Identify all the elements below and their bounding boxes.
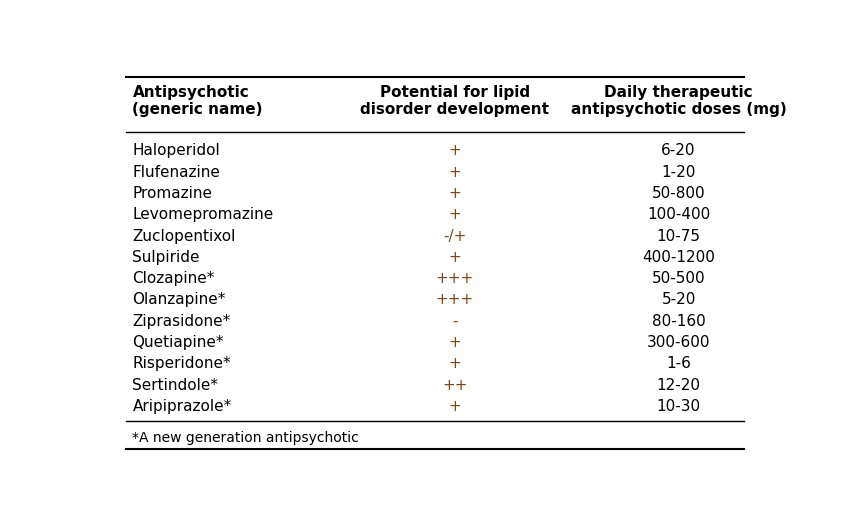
Text: 400-1200: 400-1200 [642,250,715,265]
Text: Levomepromazine: Levomepromazine [132,207,273,222]
Text: Clozapine*: Clozapine* [132,271,215,286]
Text: Sertindole*: Sertindole* [132,378,218,393]
Text: Risperidone*: Risperidone* [132,356,231,371]
Text: 1-20: 1-20 [661,165,695,180]
Text: +: + [448,399,461,414]
Text: 5-20: 5-20 [661,292,695,307]
Text: +++: +++ [436,271,474,286]
Text: 100-400: 100-400 [647,207,710,222]
Text: ++: ++ [442,378,468,393]
Text: +: + [448,356,461,371]
Text: 10-30: 10-30 [656,399,700,414]
Text: 6-20: 6-20 [661,143,696,158]
Text: -: - [453,314,458,329]
Text: +: + [448,143,461,158]
Text: 50-500: 50-500 [652,271,706,286]
Text: Quetiapine*: Quetiapine* [132,335,224,350]
Text: Haloperidol: Haloperidol [132,143,220,158]
Text: +: + [448,335,461,350]
Text: *A new generation antipsychotic: *A new generation antipsychotic [132,431,359,445]
Text: +: + [448,186,461,201]
Text: Flufenazine: Flufenazine [132,165,221,180]
Text: +: + [448,207,461,222]
Text: 12-20: 12-20 [656,378,700,393]
Text: +++: +++ [436,292,474,307]
Text: Zuclopentixol: Zuclopentixol [132,228,236,244]
Text: Promazine: Promazine [132,186,212,201]
Text: 1-6: 1-6 [666,356,691,371]
Text: +: + [448,165,461,180]
Text: Antipsychotic
(generic name): Antipsychotic (generic name) [132,85,263,117]
Text: Ziprasidone*: Ziprasidone* [132,314,231,329]
Text: Daily therapeutic
antipsychotic doses (mg): Daily therapeutic antipsychotic doses (m… [571,85,786,117]
Text: -/+: -/+ [443,228,467,244]
Text: Sulpiride: Sulpiride [132,250,200,265]
Text: Aripiprazole*: Aripiprazole* [132,399,232,414]
Text: +: + [448,250,461,265]
Text: Potential for lipid
disorder development: Potential for lipid disorder development [360,85,549,117]
Text: Olanzapine*: Olanzapine* [132,292,226,307]
Text: 10-75: 10-75 [656,228,700,244]
Text: 300-600: 300-600 [647,335,711,350]
Text: 80-160: 80-160 [652,314,706,329]
Text: 50-800: 50-800 [652,186,706,201]
